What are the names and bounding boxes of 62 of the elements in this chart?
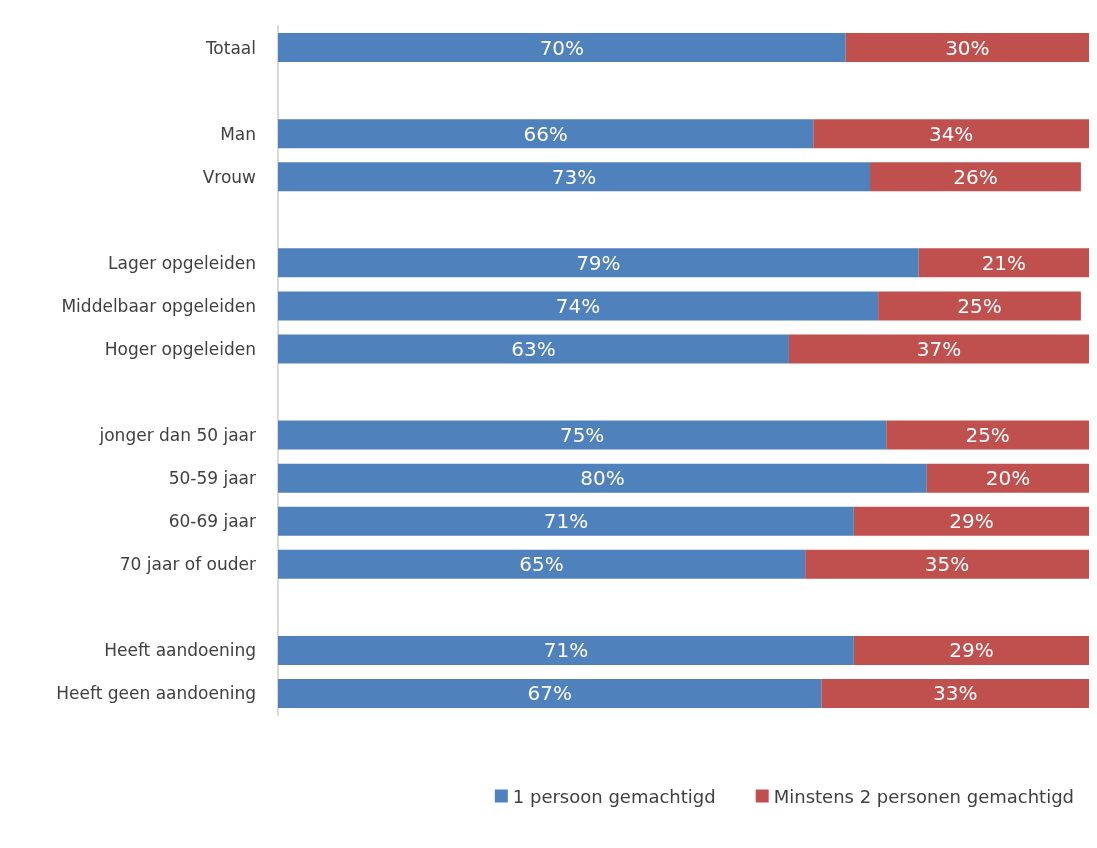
data-label: 34%	[928, 121, 974, 146]
y-tick-label: Lager opgeleiden	[108, 252, 256, 273]
bar	[278, 549, 806, 579]
bar	[853, 506, 1089, 536]
data-label: 29%	[949, 509, 994, 534]
y-tick-label: Man	[220, 123, 256, 144]
bar	[278, 635, 854, 665]
bar	[886, 420, 1089, 450]
y-tick-label: 50-59 jaar	[168, 468, 256, 489]
bar	[278, 463, 927, 493]
bar	[870, 162, 1081, 192]
data-label: 26%	[953, 164, 998, 189]
bar	[278, 291, 879, 321]
data-label: 21%	[981, 250, 1027, 275]
bar	[926, 463, 1089, 493]
y-tick-label: Totaal	[204, 37, 256, 58]
data-label: 79%	[576, 250, 621, 275]
bar	[853, 635, 1089, 665]
bar	[278, 248, 919, 278]
bar	[805, 549, 1089, 579]
y-tick-label: Heeft aandoening	[104, 640, 256, 661]
y-tick-label: Vrouw	[202, 166, 257, 187]
data-label: 70%	[539, 35, 585, 60]
bar	[278, 162, 871, 192]
bar	[918, 248, 1089, 278]
bar	[278, 119, 814, 149]
bar	[278, 33, 846, 63]
y-tick-label: 70 jaar of ouder	[119, 554, 256, 575]
y-tick-label: Hoger opgeleiden	[104, 338, 256, 359]
y-tick-label: 60-69 jaar	[168, 511, 256, 532]
data-label: 20%	[985, 466, 1031, 491]
data-label: 75%	[559, 423, 605, 448]
y-tick-label: jonger dan 50 jaar	[98, 425, 257, 446]
legend-label: Minstens 2 personen gemachtigd	[773, 785, 1075, 807]
data-label: 63%	[511, 336, 556, 361]
data-label: 25%	[965, 423, 1010, 448]
bar	[278, 334, 789, 364]
data-label: 73%	[551, 164, 597, 189]
data-label: 35%	[924, 552, 970, 577]
bar	[278, 506, 854, 536]
y-tick-label: Middelbaar opgeleiden	[61, 295, 256, 316]
y-tick-label: Heeft geen aandoening	[56, 683, 256, 704]
data-label: 65%	[519, 552, 564, 577]
data-label: 74%	[555, 293, 601, 318]
bar	[278, 420, 887, 450]
bar	[278, 678, 822, 708]
bar	[788, 334, 1089, 364]
data-label: 80%	[580, 466, 625, 491]
data-label: 71%	[543, 638, 589, 663]
data-label: 37%	[916, 336, 962, 361]
data-label: 66%	[523, 121, 568, 146]
data-label: 29%	[949, 638, 994, 663]
data-label: 67%	[527, 681, 572, 706]
legend-label: 1 persoon gemachtigd	[512, 785, 716, 807]
bar	[813, 119, 1089, 149]
data-label: 33%	[932, 681, 978, 706]
data-label: 30%	[945, 35, 990, 60]
data-label: 25%	[957, 293, 1002, 318]
bar	[821, 678, 1089, 708]
bar	[845, 33, 1089, 63]
bar	[878, 291, 1081, 321]
data-label: 71%	[543, 509, 589, 534]
